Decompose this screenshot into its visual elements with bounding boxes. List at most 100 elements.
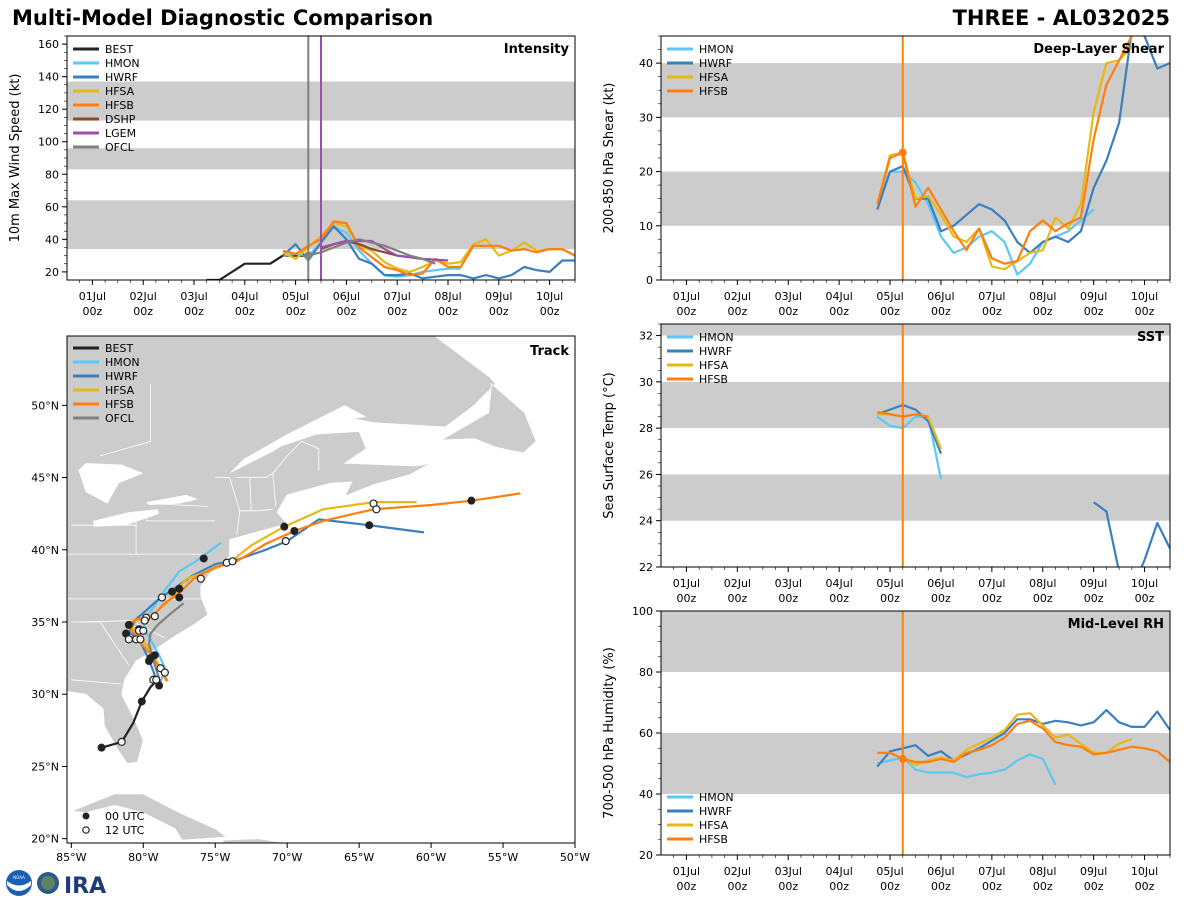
- legend-label: BEST: [105, 43, 133, 56]
- track-line-ofcl: [147, 602, 185, 684]
- x-tick-label: 06Jul: [333, 290, 360, 303]
- y-tick-label: 40: [639, 57, 653, 70]
- panel-title: Mid-Level RH: [1068, 617, 1164, 632]
- legend-label: HFSA: [105, 384, 135, 397]
- track-marker-12utc: [228, 557, 237, 566]
- legend-marker-filled: [82, 812, 90, 820]
- y-tick-label: 32: [639, 330, 653, 343]
- x-tick-label: 50°W: [560, 851, 590, 864]
- legend-label: HWRF: [699, 57, 732, 70]
- x-tick-label: 00z: [1033, 592, 1053, 605]
- x-tick-label: 75°W: [200, 851, 230, 864]
- x-tick-label: 06Jul: [927, 865, 954, 878]
- x-tick-label: 00z: [727, 305, 747, 318]
- y-tick-label: 80: [45, 168, 59, 181]
- track-marker-00utc: [199, 554, 208, 563]
- noaa-cira-logo: NOAA IRA: [6, 870, 106, 898]
- border-line: [239, 508, 273, 512]
- x-tick-label: 00z: [83, 305, 103, 318]
- x-tick-label: 01Jul: [673, 865, 700, 878]
- panel-title: SST: [1137, 330, 1164, 345]
- y-tick-label: 80: [639, 666, 653, 679]
- border-line: [71, 621, 130, 666]
- x-tick-label: 00z: [387, 305, 407, 318]
- panel-intensity: 20 40 60 80 100 120 140 160 01Jul 00z 02Jul 00z 03Ju…: [8, 35, 576, 318]
- lake-erie: [92, 509, 160, 527]
- cuba-land: [71, 793, 228, 841]
- track-marker-12utc: [152, 675, 161, 684]
- series-line-best: [206, 254, 309, 280]
- x-tick-label: 10Jul: [536, 290, 563, 303]
- x-tick-label: 05Jul: [282, 290, 309, 303]
- x-tick-label: 07Jul: [978, 290, 1005, 303]
- track-marker-00utc: [467, 496, 476, 505]
- x-tick-label: 00z: [880, 305, 900, 318]
- series-group: [876, 708, 1170, 786]
- x-tick-label: 00z: [727, 592, 747, 605]
- legend-label: HFSA: [699, 71, 729, 84]
- x-tick-label: 01Jul: [673, 290, 700, 303]
- init-marker: [898, 148, 907, 157]
- y-tick-label: 140: [38, 71, 59, 84]
- y-tick-label: 40: [45, 233, 59, 246]
- border-line: [71, 679, 122, 685]
- track-marker-12utc: [140, 616, 149, 625]
- x-tick-label: 80°W: [128, 851, 158, 864]
- y-tick-label: 20°N: [31, 833, 59, 846]
- track-marker-12utc: [136, 635, 145, 644]
- y-tick-label: 20: [639, 849, 653, 862]
- legend-label: HMON: [699, 43, 734, 56]
- track-marker-00utc: [145, 657, 154, 665]
- tracks: [97, 492, 521, 752]
- track-marker-12utc: [117, 737, 126, 746]
- y-tick-label: 120: [38, 103, 59, 116]
- legend-label: 00 UTC: [105, 810, 145, 823]
- x-tick-label: 02Jul: [724, 577, 751, 590]
- y-tick-label: 30°N: [31, 688, 59, 701]
- panel-rh: 20 40 60 80 100 01Jul 00z 02Jul 00z 03Jul 00z 04Jul…: [602, 605, 1171, 893]
- x-tick-label: 00z: [1135, 880, 1155, 893]
- track-line-hmon: [142, 541, 222, 684]
- x-tick-label: 02Jul: [130, 290, 157, 303]
- y-axis-label: Sea Surface Temp (°C): [602, 372, 617, 519]
- x-tick-label: 00z: [337, 305, 357, 318]
- y-tick-label: 30: [639, 376, 653, 389]
- series-line-hwrf: [876, 708, 1170, 768]
- x-tick-label: 08Jul: [1029, 290, 1056, 303]
- x-tick-label: 00z: [778, 592, 798, 605]
- legend-label: HMON: [105, 356, 140, 369]
- track-marker-00utc: [97, 743, 106, 752]
- x-tick-label: 07Jul: [384, 290, 411, 303]
- track-marker-00utc: [290, 527, 299, 535]
- legend-label: HFSB: [699, 373, 728, 386]
- init-marker: [304, 251, 313, 260]
- y-tick-label: 22: [639, 561, 653, 574]
- lake-huron: [78, 463, 144, 504]
- track-marker-00utc: [168, 587, 177, 596]
- land-layer: [67, 336, 537, 843]
- x-tick-label: 00z: [677, 305, 697, 318]
- track-marker-00utc: [175, 584, 184, 593]
- x-tick-label: 10Jul: [1131, 865, 1158, 878]
- track-marker-00utc: [175, 593, 184, 602]
- x-tick-label: 00z: [1033, 305, 1053, 318]
- legend-label: HFSA: [105, 85, 135, 98]
- legend-label: HWRF: [699, 805, 732, 818]
- x-tick-label: 00z: [235, 305, 255, 318]
- y-tick-label: 50°N: [31, 399, 59, 412]
- x-tick-label: 00z: [982, 880, 1002, 893]
- y-tick-label: 20: [45, 266, 59, 279]
- lake-ontario: [146, 494, 198, 505]
- x-tick-label: 00z: [1135, 305, 1155, 318]
- panel-sst: 22 24 26 28 30 32 01Jul 00z 02Jul 00z 03Jul 00z 04Ju…: [602, 323, 1171, 605]
- x-tick-label: 00z: [677, 880, 697, 893]
- y-tick-label: 100: [38, 136, 59, 149]
- legend-label: 12 UTC: [105, 824, 145, 837]
- init-marker: [898, 754, 907, 763]
- legend-label: HFSB: [105, 398, 134, 411]
- border-line: [215, 477, 241, 536]
- legend-marker-open: [82, 826, 90, 834]
